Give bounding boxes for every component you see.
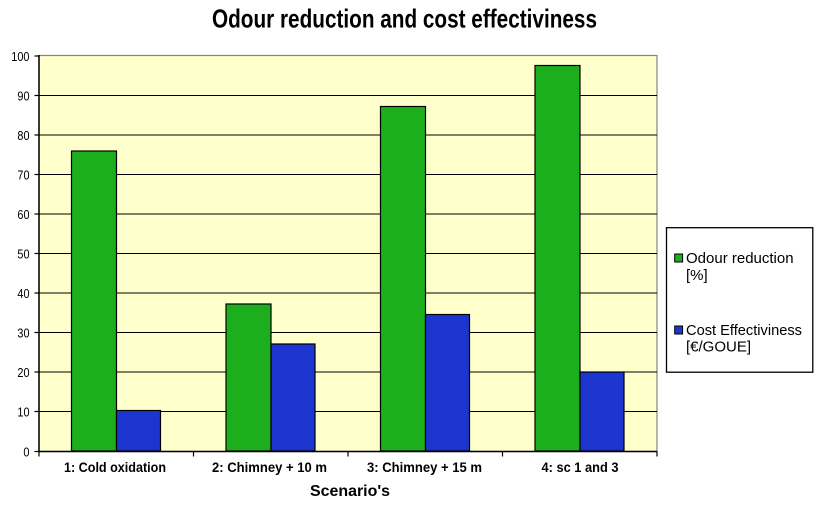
svg-text:[€/GOUE]: [€/GOUE] bbox=[686, 339, 751, 356]
svg-text:40: 40 bbox=[17, 287, 29, 301]
svg-text:2: Chimney + 10 m: 2: Chimney + 10 m bbox=[212, 460, 327, 475]
svg-text:50: 50 bbox=[17, 248, 29, 262]
svg-text:30: 30 bbox=[17, 327, 29, 341]
svg-text:4: sc 1 and 3: 4: sc 1 and 3 bbox=[542, 460, 619, 475]
svg-text:90: 90 bbox=[17, 90, 29, 104]
svg-text:1: Cold oxidation: 1: Cold oxidation bbox=[64, 460, 166, 475]
svg-text:Scenario's: Scenario's bbox=[310, 483, 390, 500]
svg-text:70: 70 bbox=[17, 169, 29, 183]
svg-text:20: 20 bbox=[17, 366, 29, 380]
svg-text:3: Chimney + 15 m: 3: Chimney + 15 m bbox=[367, 460, 482, 475]
svg-text:Odour reduction: Odour reduction bbox=[686, 250, 794, 267]
svg-text:Cost Effectiviness: Cost Effectiviness bbox=[686, 322, 802, 339]
svg-text:10: 10 bbox=[17, 406, 29, 420]
svg-text:Odour reduction and cost effec: Odour reduction and cost effectiviness bbox=[212, 4, 597, 34]
svg-text:60: 60 bbox=[17, 208, 29, 222]
svg-text:80: 80 bbox=[17, 129, 29, 143]
svg-text:100: 100 bbox=[11, 50, 29, 64]
svg-text:[%]: [%] bbox=[686, 267, 708, 284]
svg-text:0: 0 bbox=[23, 446, 29, 460]
